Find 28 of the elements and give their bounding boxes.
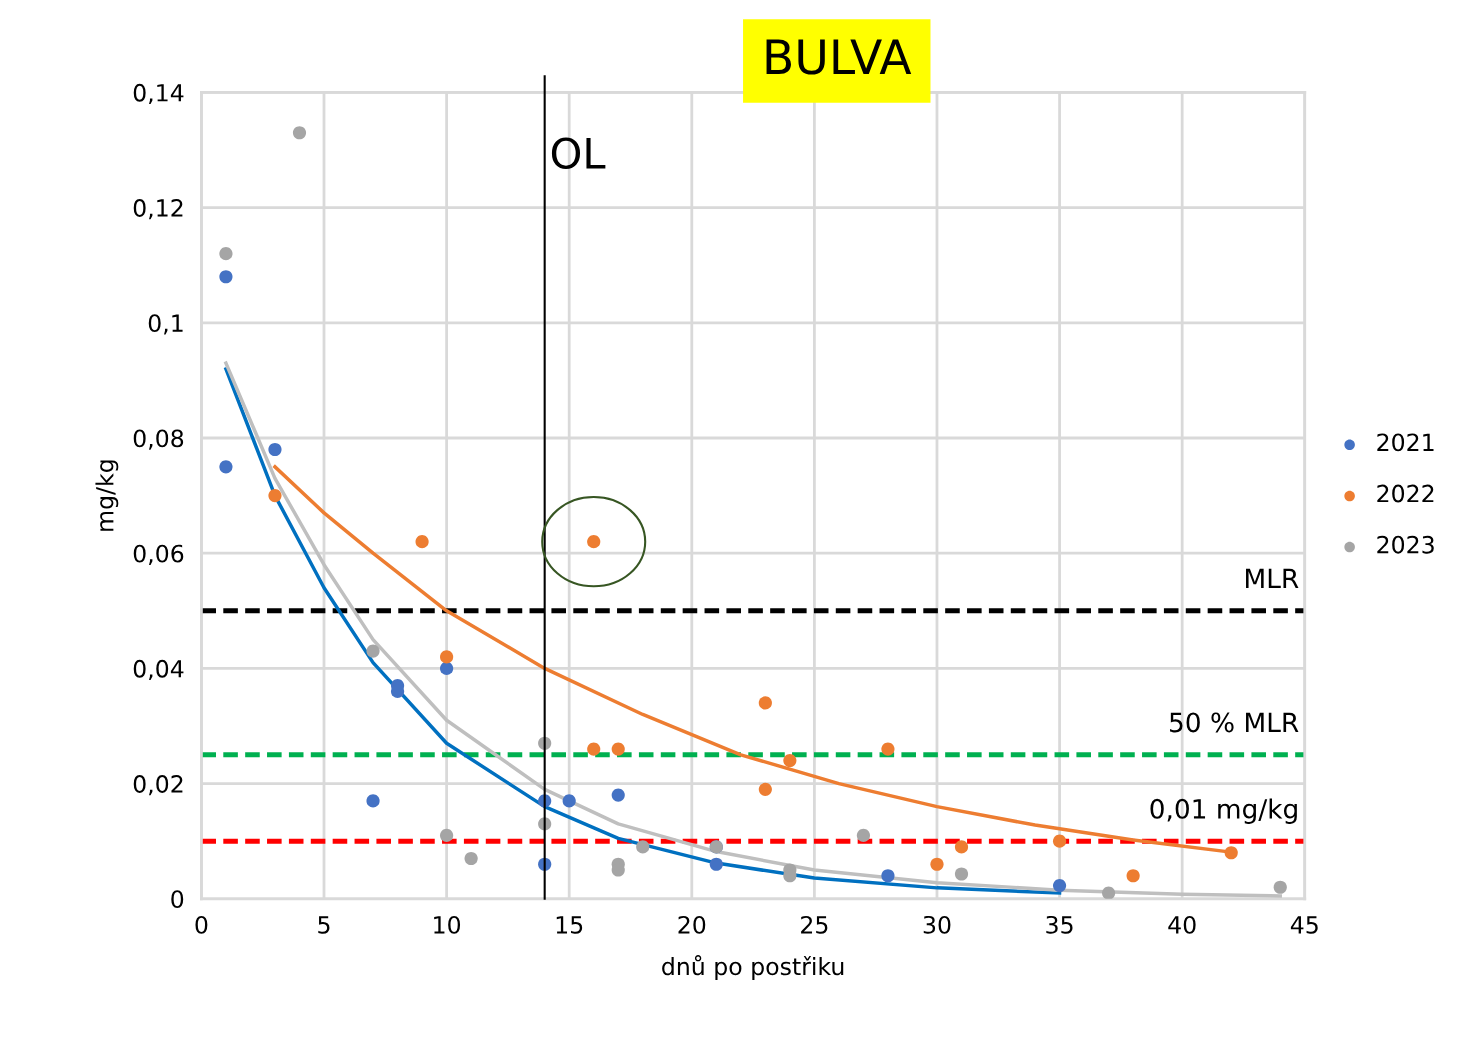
chart-title: BULVA: [766, 39, 912, 75]
y-tick-label: 0,14: [133, 83, 184, 105]
x-tick-label: 40: [1168, 915, 1196, 934]
ref-line-label: OL: [551, 137, 606, 169]
x-tick-label: 5: [318, 916, 330, 934]
x-tick-label: 0: [195, 915, 208, 934]
ref-line-label: 0,01 mg/kg: [1150, 798, 1297, 824]
y-tick-label: 0,1: [148, 314, 183, 335]
x-tick-label: 20: [678, 915, 706, 934]
legend-label: 2023: [1377, 535, 1434, 554]
ref-line-label: MLR: [1246, 568, 1299, 589]
x-tick-label: 45: [1290, 916, 1318, 934]
x-tick-label: 30: [923, 915, 951, 934]
y-tick-label: 0,02: [133, 775, 183, 796]
legend-label: 2022: [1377, 484, 1434, 503]
y-tick-label: 0,06: [133, 544, 184, 565]
y-tick-label: 0: [171, 890, 184, 909]
x-tick-label: 25: [801, 915, 828, 934]
legend-label: 2021: [1377, 433, 1434, 452]
y-tick-label: 0,04: [133, 659, 184, 681]
x-axis-title: dnů po postřiku: [662, 954, 844, 980]
y-tick-label: 0,08: [133, 429, 184, 450]
y-axis-title: mg/kg: [95, 460, 119, 531]
y-tick-label: 0,12: [133, 199, 183, 220]
ref-line-label: 50 % MLR: [1170, 712, 1299, 733]
x-tick-label: 35: [1046, 915, 1073, 934]
x-tick-label: 15: [556, 916, 583, 934]
x-tick-label: 10: [434, 915, 461, 934]
